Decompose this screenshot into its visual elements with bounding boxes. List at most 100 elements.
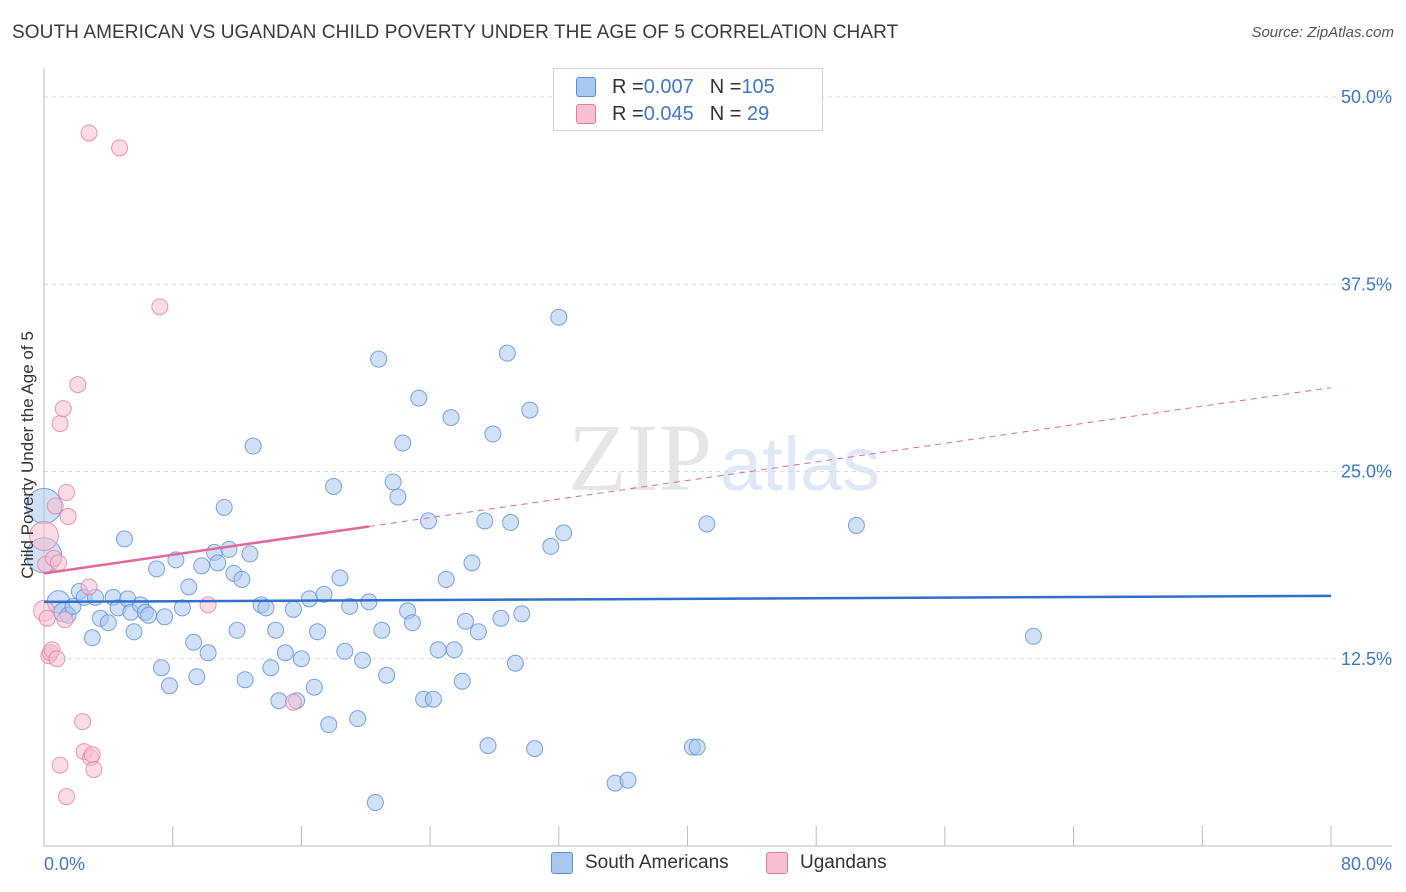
y-axis-label: Child Poverty Under the Age of 5 [18, 331, 37, 579]
point-south-american [325, 477, 343, 495]
point-south-american [315, 585, 333, 603]
point-south-american [542, 537, 560, 555]
point-ugandan [49, 554, 67, 572]
point-south-american [125, 623, 143, 641]
trend-line-ugandans-extension [368, 387, 1332, 527]
trend-line-ugandans [43, 525, 370, 575]
point-south-american [185, 633, 203, 651]
point-south-american [209, 554, 227, 572]
legend-item-ugandans: Ugandans [766, 852, 887, 874]
point-ugandan [58, 788, 76, 806]
point-south-american [220, 540, 238, 558]
grid-lines [44, 96, 1392, 660]
point-south-american [476, 512, 494, 530]
point-south-american [115, 530, 133, 548]
point-south-american [384, 473, 402, 491]
point-south-american [442, 409, 460, 427]
point-ugandan [58, 483, 76, 501]
point-south-american [236, 671, 254, 689]
point-south-american [484, 425, 502, 443]
point-south-american [148, 560, 166, 578]
point-south-american [456, 612, 474, 630]
legend-swatch-blue [551, 852, 573, 874]
point-south-american [424, 690, 442, 708]
point-south-american [140, 606, 158, 624]
point-south-american [276, 644, 294, 662]
point-south-american [419, 512, 437, 530]
n-value: 105 [741, 75, 775, 98]
point-south-american [152, 659, 170, 677]
point-south-american [284, 600, 302, 618]
point-south-american [292, 650, 310, 668]
point-ugandan [80, 578, 98, 596]
point-south-american [492, 609, 510, 627]
y-tick-label: 50.0% [1341, 87, 1392, 107]
point-ugandan [48, 650, 66, 668]
point-ugandan [51, 415, 69, 433]
point-ugandan [199, 596, 217, 614]
point-ugandan [51, 756, 69, 774]
point-south-american [521, 401, 539, 419]
n-value: 29 [741, 102, 770, 125]
tick-labels: 12.5% 25.0% 37.5% 50.0% 0.0% 80.0% [44, 87, 1392, 874]
correlation-legend: R = 0.007 N = 105 R = 0.045 N = 29 [553, 68, 823, 131]
point-south-american [241, 545, 259, 563]
x-tick-label: 0.0% [44, 854, 85, 874]
point-south-american [83, 629, 101, 647]
point-ugandan [56, 611, 74, 629]
point-ugandan [38, 609, 56, 627]
point-south-american [320, 716, 338, 734]
point-south-american [341, 597, 359, 615]
point-south-american [308, 623, 326, 641]
legend-item-south-americans: South Americans [551, 852, 729, 874]
point-south-american [445, 641, 463, 659]
point-south-american [619, 771, 637, 789]
point-south-american [257, 599, 275, 617]
point-south-american [403, 614, 421, 632]
point-south-american [228, 621, 246, 639]
legend-swatch-blue [576, 77, 596, 97]
legend-row-ugandans: R = 0.045 N = 29 [576, 102, 769, 126]
point-ugandan [80, 124, 98, 142]
point-south-american [526, 740, 544, 758]
point-south-american [188, 668, 206, 686]
trend-lines [43, 387, 1332, 604]
point-south-american [513, 605, 531, 623]
watermark-atlas: atlas [720, 422, 881, 507]
axes [43, 68, 1392, 847]
point-south-american [267, 621, 285, 639]
point-south-american [215, 498, 233, 516]
point-south-american [410, 389, 428, 407]
point-ugandan [54, 400, 72, 418]
legend-swatch-pink [576, 104, 596, 124]
point-south-american [156, 608, 174, 626]
point-south-american [389, 488, 407, 506]
point-south-american [331, 569, 349, 587]
n-label: N = [709, 102, 742, 125]
point-south-american [550, 308, 568, 326]
y-tick-label: 25.0% [1341, 462, 1392, 482]
point-south-american [244, 437, 262, 455]
point-south-american [498, 344, 516, 362]
point-south-american [378, 666, 396, 684]
point-south-american [233, 570, 251, 588]
point-south-american [349, 710, 367, 728]
r-label: R = [612, 75, 644, 98]
point-south-american [394, 434, 412, 452]
point-ugandan [85, 761, 103, 779]
r-value: 0.045 [643, 102, 694, 125]
point-south-american [360, 593, 378, 611]
point-south-american [453, 672, 471, 690]
point-south-american [173, 599, 191, 617]
point-south-american [336, 642, 354, 660]
point-south-american [429, 641, 447, 659]
point-south-american [199, 644, 217, 662]
data-points [25, 124, 1042, 812]
point-south-american [370, 350, 388, 368]
r-value: 0.007 [643, 75, 694, 98]
watermark-zip: ZIP [568, 404, 712, 511]
y-tick-label: 12.5% [1341, 649, 1392, 669]
point-ugandan [46, 497, 64, 515]
point-ugandan [151, 298, 169, 316]
